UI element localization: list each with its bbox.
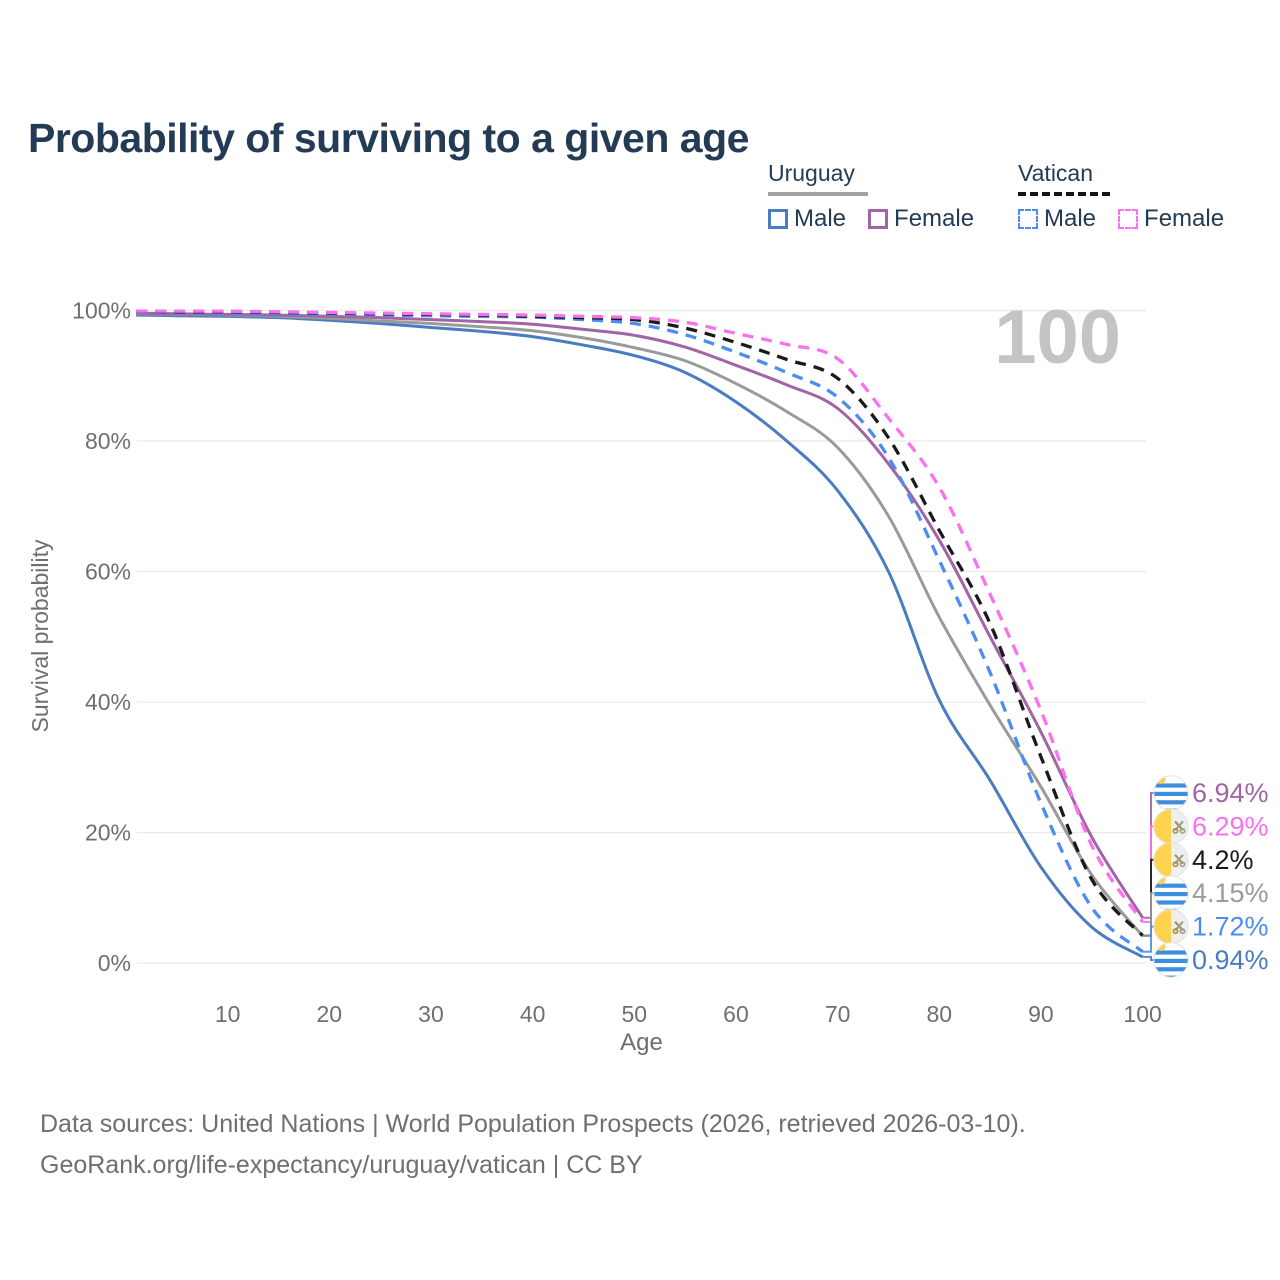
end-label-vatican-female[interactable]: 6.29% <box>1192 811 1269 841</box>
curve-vatican-male[interactable] <box>136 310 1144 954</box>
footer-data-sources: Data sources: United Nations | World Pop… <box>40 1110 1026 1138</box>
x-tick-70: 70 <box>825 1001 851 1027</box>
x-tick-50: 50 <box>622 1001 648 1027</box>
legend-group-vatican: Vatican Male Female <box>1018 160 1246 233</box>
age-watermark: 100 <box>994 295 1121 380</box>
legend-label-vatican-male: Male <box>1044 205 1097 232</box>
y-axis-title: Survival probability <box>27 539 53 733</box>
leader-line-vatican-female <box>1142 825 1156 923</box>
x-tick-90: 90 <box>1028 1001 1054 1027</box>
x-tick-40: 40 <box>520 1001 546 1027</box>
uruguay-flag-icon <box>1153 775 1189 811</box>
vatican-flag-icon <box>1153 808 1189 845</box>
end-label-vatican-total[interactable]: 4.2% <box>1192 845 1254 875</box>
y-tick-0%: 0% <box>98 950 131 976</box>
legend-swatch-vatican-male <box>1018 209 1038 229</box>
y-tick-60%: 60% <box>85 559 131 585</box>
legend-swatch-uruguay-female <box>868 209 889 229</box>
x-axis-title: Age <box>620 1029 663 1056</box>
legend-item-vatican-male[interactable]: Male <box>1018 205 1096 233</box>
vatican-flag-icon <box>1153 842 1189 878</box>
legend: Uruguay Male Female Vatican <box>0 160 1280 250</box>
legend-group-title-vatican: Vatican <box>1018 160 1094 186</box>
legend-line-sample-vatican <box>1018 192 1110 196</box>
end-label-uruguay-male[interactable]: 0.94% <box>1192 945 1269 975</box>
legend-item-uruguay-female[interactable]: Female <box>868 205 974 233</box>
y-tick-80%: 80% <box>85 428 131 454</box>
x-tick-60: 60 <box>723 1001 749 1027</box>
curve-uruguay-female[interactable] <box>136 311 1144 919</box>
curve-vatican-total[interactable] <box>136 309 1144 937</box>
x-tick-10: 10 <box>215 1001 241 1027</box>
legend-item-uruguay-male[interactable]: Male <box>768 205 846 233</box>
legend-group-uruguay: Uruguay Male Female <box>768 160 996 233</box>
end-label-uruguay-female[interactable]: 6.94% <box>1192 778 1269 808</box>
legend-swatch-uruguay-male <box>768 209 788 229</box>
legend-line-sample-uruguay <box>768 192 868 196</box>
page-title: Probability of surviving to a given age <box>28 115 749 162</box>
end-label-uruguay-total[interactable]: 4.15% <box>1192 878 1269 908</box>
legend-label-uruguay-female: Female <box>894 205 975 232</box>
y-tick-40%: 40% <box>85 689 131 715</box>
x-tick-30: 30 <box>418 1001 444 1027</box>
curve-uruguay-male[interactable] <box>136 313 1144 959</box>
legend-label-vatican-female: Female <box>1144 205 1225 232</box>
x-tick-80: 80 <box>926 1001 952 1027</box>
uruguay-flag-icon <box>1153 875 1189 911</box>
y-tick-20%: 20% <box>85 820 131 846</box>
vatican-flag-icon <box>1153 908 1189 945</box>
legend-label-uruguay-male: Male <box>794 205 847 232</box>
legend-swatch-vatican-female <box>1118 209 1139 229</box>
y-tick-100%: 100% <box>72 298 131 324</box>
uruguay-flag-icon <box>1153 942 1189 978</box>
curve-vatican-female[interactable] <box>136 309 1144 923</box>
footer-attribution-link: GeoRank.org/life-expectancy/uruguay/vati… <box>40 1151 643 1179</box>
curve-uruguay-total[interactable] <box>136 312 1144 937</box>
legend-group-title-uruguay: Uruguay <box>768 160 855 186</box>
x-tick-100: 100 <box>1123 1001 1161 1027</box>
legend-item-vatican-female[interactable]: Female <box>1118 205 1224 233</box>
x-tick-20: 20 <box>317 1001 343 1027</box>
end-label-vatican-male[interactable]: 1.72% <box>1192 912 1269 942</box>
footer: Data sources: United Nations | World Pop… <box>40 1104 1026 1186</box>
